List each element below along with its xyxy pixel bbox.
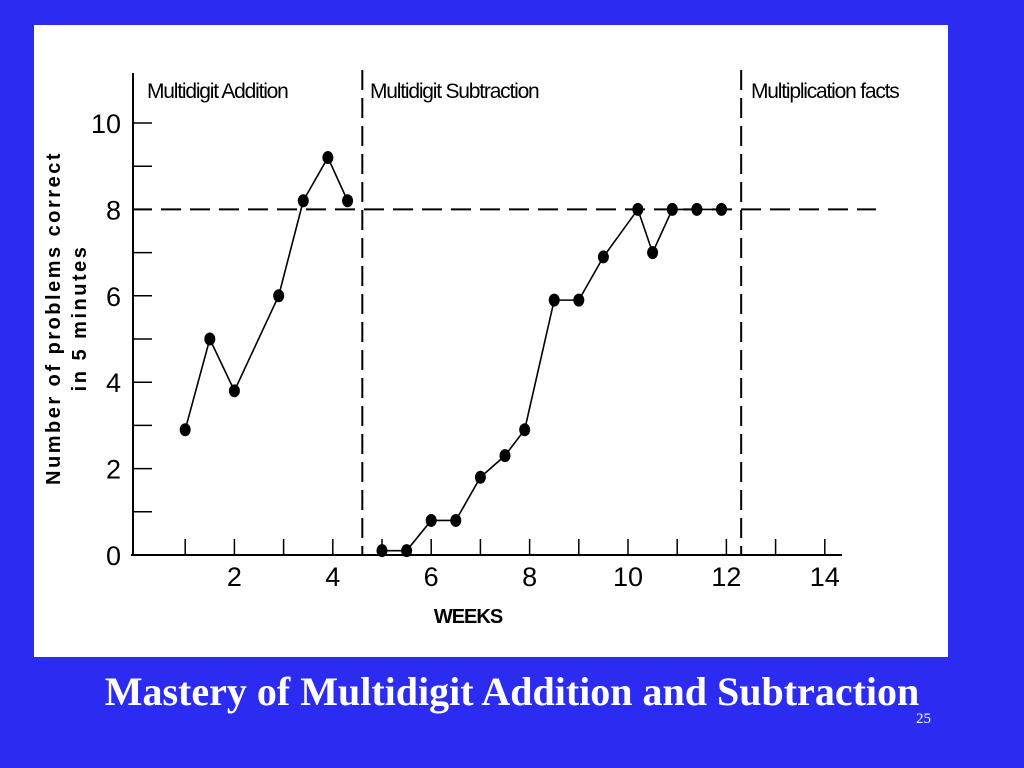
data-point [647, 246, 659, 260]
data-point [376, 544, 388, 558]
data-point [715, 202, 727, 216]
y-tick-label: 2 [106, 455, 121, 485]
y-tick-label: 0 [106, 541, 121, 571]
y-axis-title: Number of problems correct [43, 151, 65, 485]
y-tick-label: 8 [106, 195, 121, 225]
x-tick-label: 4 [325, 562, 340, 592]
chart-panel: 0 2 4 6 8 10 2 4 6 8 10 12 14 Multidigit Addition Mul… [34, 25, 948, 657]
data-point [297, 194, 309, 208]
data-point [204, 332, 216, 346]
x-tick-label: 6 [424, 562, 439, 592]
chart-svg: 0 2 4 6 8 10 2 4 6 8 10 12 14 Multidigit Addition Mul… [43, 70, 900, 628]
y-tick-label: 10 [91, 109, 121, 139]
data-point [273, 289, 285, 303]
data-point [548, 293, 560, 307]
phase-label: Multidigit Subtraction [370, 80, 539, 103]
x-tick-label: 12 [711, 562, 741, 592]
slide-number: 25 [916, 711, 931, 727]
data-point [322, 151, 334, 165]
slide-title: Mastery of Multidigit Addition and Subtr… [104, 669, 920, 714]
x-tick-label: 8 [522, 562, 537, 592]
data-point [499, 449, 511, 463]
data-point [425, 513, 437, 527]
data-point [342, 194, 354, 208]
x-axis-title: WEEKS [434, 606, 503, 628]
data-point [666, 202, 678, 216]
data-point [597, 250, 609, 264]
data-point [228, 384, 240, 398]
data-point [573, 293, 585, 307]
y-tick-label: 6 [106, 282, 121, 312]
y-tick-label: 4 [106, 368, 121, 398]
data-point [632, 202, 644, 216]
phase-label: Multidigit Addition [147, 80, 288, 103]
y-axis-title-line2: in 5 minutes [69, 245, 91, 392]
x-tick-label: 10 [613, 562, 643, 592]
x-tick-label: 2 [227, 562, 242, 592]
data-point [474, 470, 486, 484]
data-point [519, 423, 531, 437]
series-line [184, 155, 349, 430]
data-point [450, 513, 462, 527]
series-line [382, 207, 722, 552]
phase-label: Multiplication facts [751, 80, 899, 103]
data-point [401, 544, 413, 558]
x-tick-label: 14 [810, 562, 840, 592]
data-point [179, 423, 191, 437]
data-point [691, 202, 703, 216]
